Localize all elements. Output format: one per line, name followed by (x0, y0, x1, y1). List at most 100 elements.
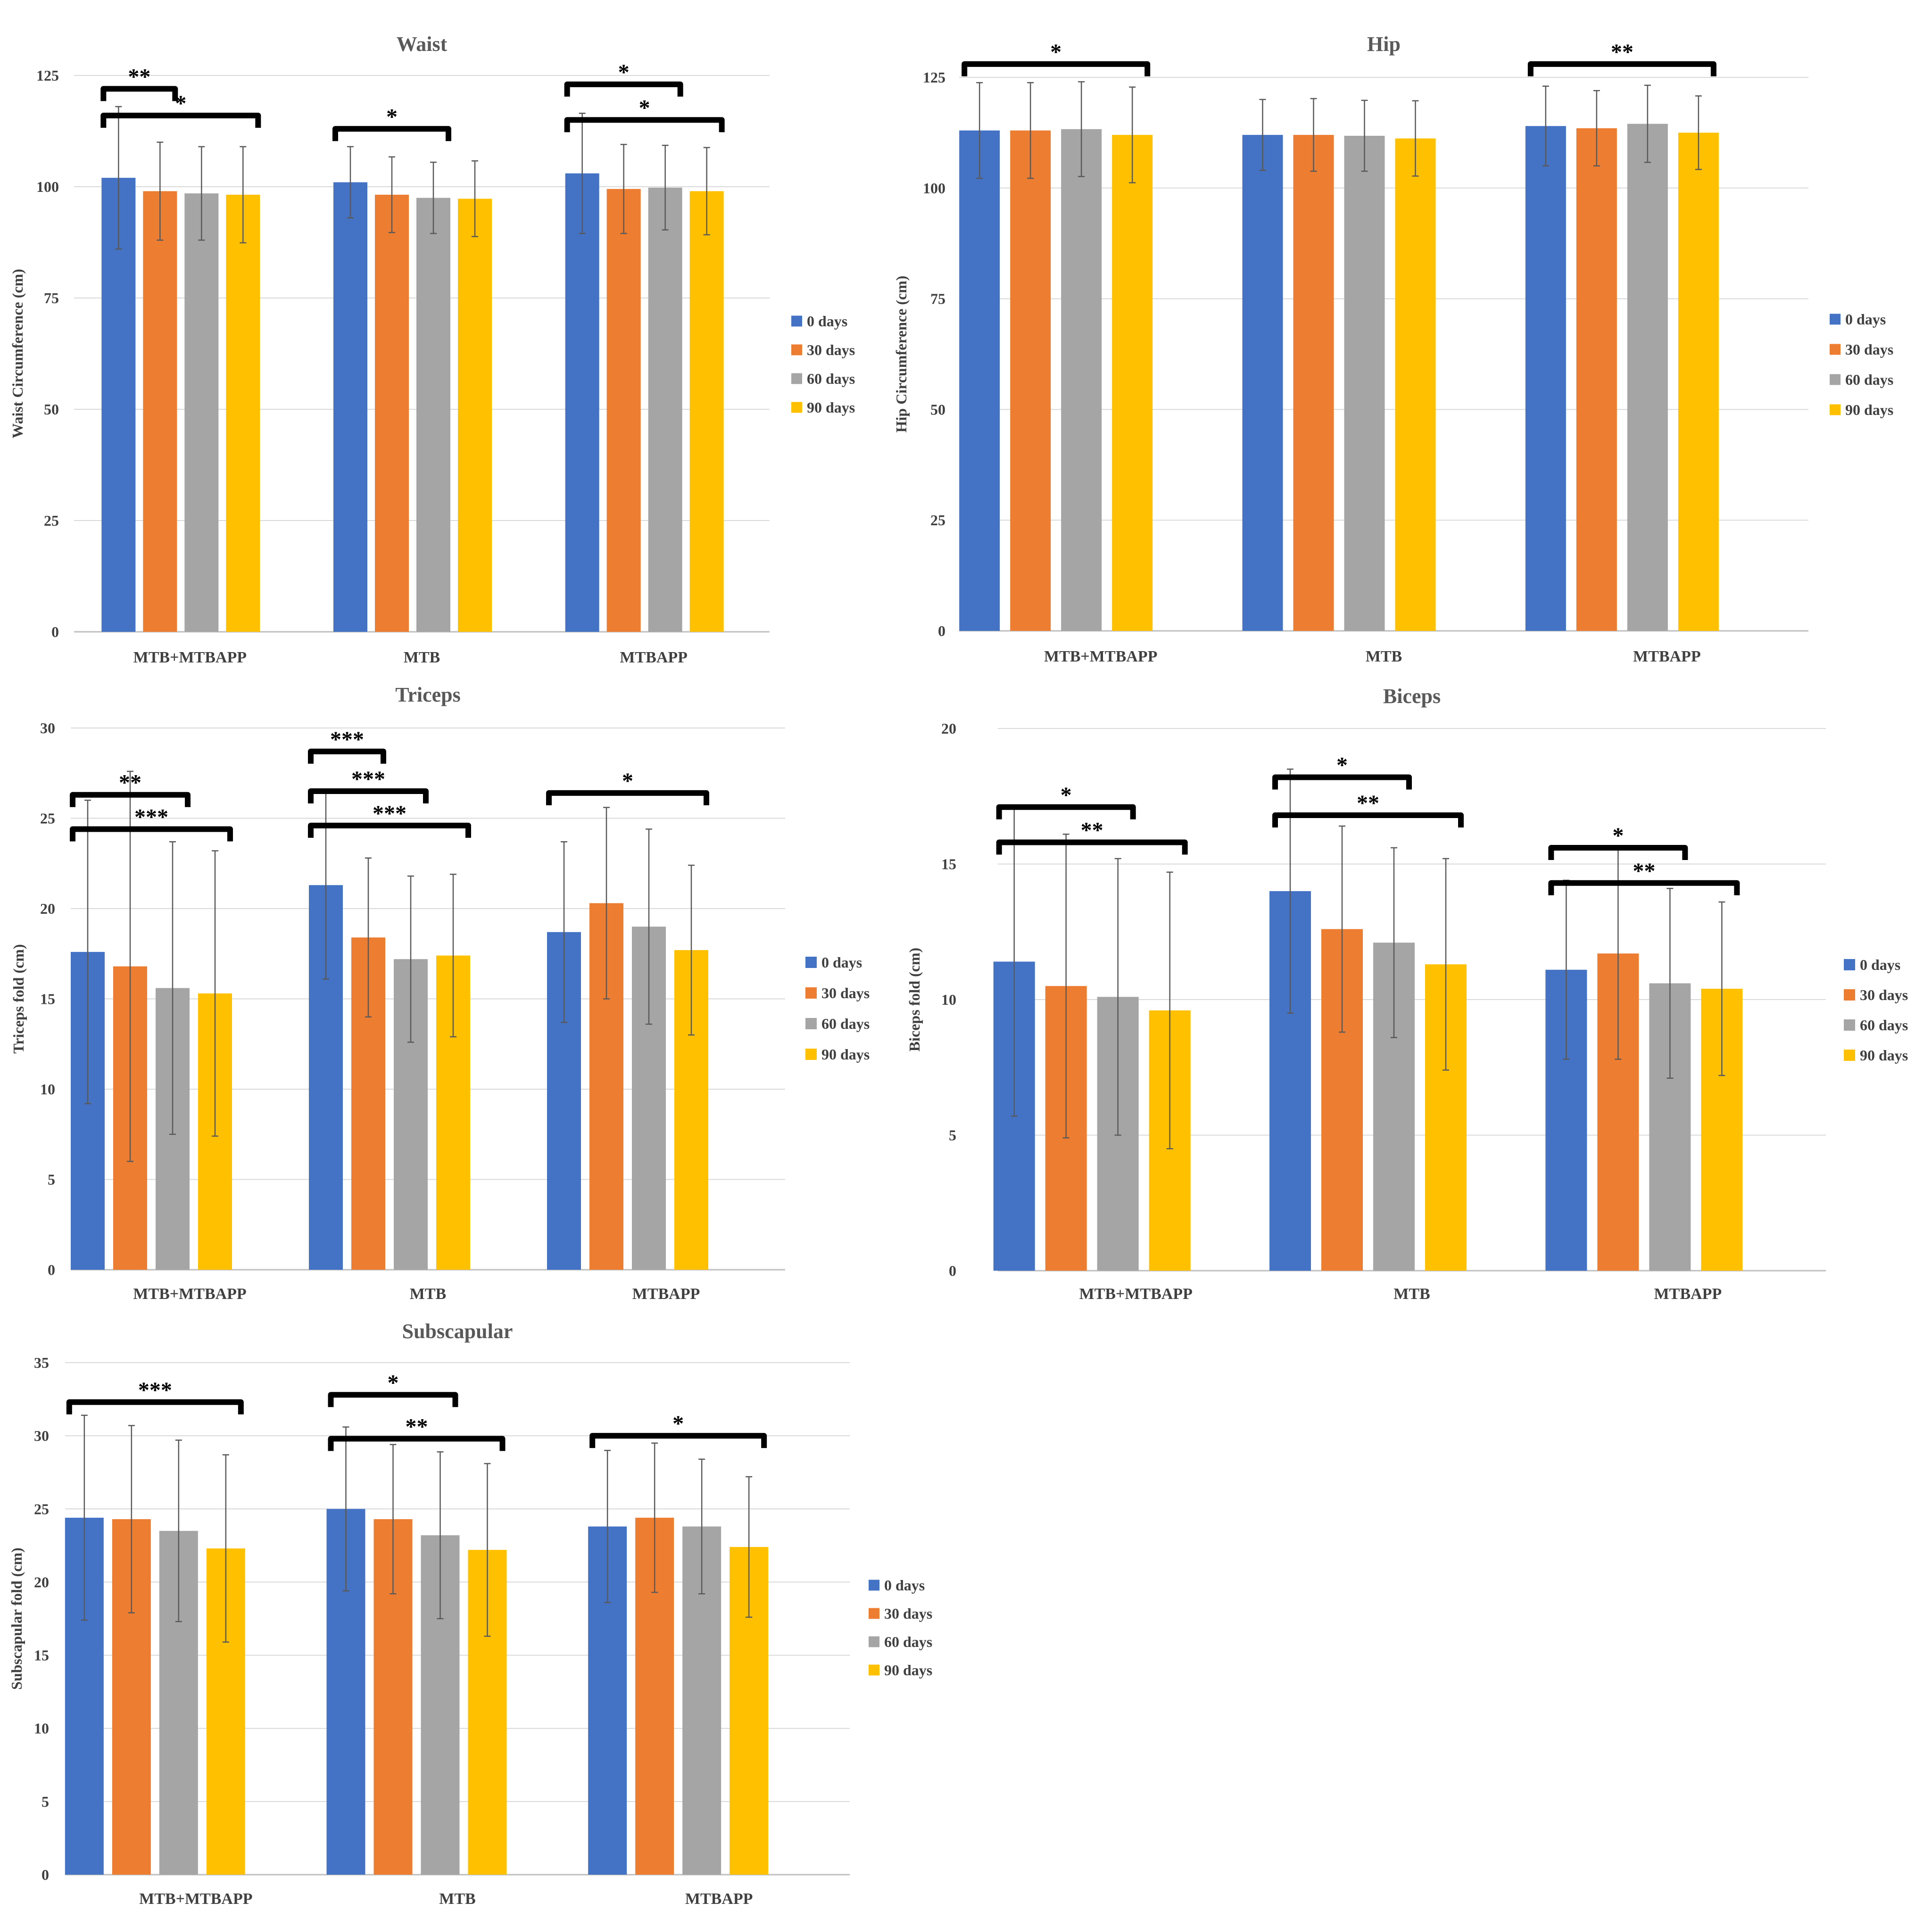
category-label: MTB+MTBAPP (1079, 1285, 1192, 1303)
category-label: MTB+MTBAPP (133, 649, 247, 666)
chart-title: Biceps (1383, 685, 1441, 708)
legend-label: 90 days (821, 1046, 870, 1063)
y-tick-label: 100 (923, 180, 945, 197)
bar-30-days (375, 194, 409, 632)
category-label: MTBAPP (632, 1285, 700, 1303)
y-tick-label: 30 (34, 1427, 49, 1444)
bar-60-days (416, 198, 450, 632)
legend-swatch (791, 344, 802, 356)
legend-swatch (869, 1636, 879, 1647)
legend-label: 60 days (1860, 1017, 1908, 1034)
legend-swatch (791, 315, 802, 327)
bar-0-days (1242, 135, 1283, 631)
legend-swatch (1844, 989, 1855, 1001)
chart-triceps: Triceps 0 5 10 15 20 25 30 Triceps fold (cm) MTB+… (10, 683, 870, 1303)
significance-label: ** (1611, 40, 1633, 65)
y-tick-label: 0 (51, 623, 59, 640)
significance-bracket (996, 804, 1136, 819)
legend-label: 30 days (1845, 341, 1893, 358)
y-tick-label: 20 (34, 1573, 49, 1590)
chart-biceps: Biceps 0 5 10 15 20 Biceps fold (cm) MTB+MTBAPP… (906, 685, 1908, 1303)
significance-label: ** (128, 64, 150, 89)
category-label: MTB (1393, 1285, 1430, 1303)
y-tick-label: 0 (48, 1261, 55, 1278)
significance-bracket (66, 1399, 244, 1414)
significance-bracket (308, 748, 386, 764)
y-tick-label: 75 (44, 290, 59, 306)
significance-label: ** (119, 770, 141, 795)
legend-swatch (869, 1608, 879, 1619)
significance-label: *** (134, 804, 168, 829)
legend-swatch (1830, 344, 1841, 355)
y-tick-label: 0 (41, 1866, 49, 1883)
legend-label: 0 days (884, 1577, 925, 1594)
significance-bracket (996, 839, 1188, 855)
significance-label: * (622, 769, 633, 794)
y-tick-label: 0 (938, 622, 945, 639)
significance-label: *** (351, 767, 385, 792)
y-axis-label: Hip Circumference (cm) (893, 276, 910, 433)
legend-swatch (1844, 1050, 1855, 1061)
significance-bracket (564, 117, 725, 132)
category-label: MTB (439, 1890, 475, 1908)
legend-label: 90 days (884, 1662, 932, 1679)
legend-label: 60 days (821, 1015, 870, 1032)
bar-90-days (458, 199, 492, 632)
y-tick-label: 5 (949, 1127, 956, 1144)
significance-label: ** (1357, 791, 1379, 816)
y-tick-label: 20 (40, 900, 55, 917)
legend-label: 0 days (1860, 956, 1900, 973)
significance-bracket (1272, 774, 1412, 790)
significance-label: * (672, 1411, 684, 1436)
y-tick-label: 50 (44, 401, 59, 418)
significance-label: * (386, 104, 398, 129)
chart-title: Hip (1367, 33, 1401, 56)
legend-swatch (805, 1049, 817, 1060)
y-axis-label: Waist Circumference (cm) (9, 269, 26, 438)
significance-label: * (1061, 783, 1072, 808)
significance-label: ** (406, 1414, 428, 1439)
y-tick-label: 0 (949, 1262, 956, 1279)
bar-0-days (101, 178, 136, 632)
significance-bracket (70, 826, 233, 842)
significance-label: * (1612, 823, 1624, 848)
legend-swatch (869, 1580, 879, 1591)
bar-30-days (143, 191, 177, 632)
significance-bracket (70, 792, 191, 807)
legend-label: 90 days (1860, 1047, 1908, 1064)
bar-0-days (1525, 126, 1566, 631)
legend-swatch (1844, 959, 1855, 970)
chart-title: Subscapular (402, 1320, 513, 1343)
legend-swatch (805, 957, 817, 968)
significance-label: * (1050, 40, 1061, 65)
bar-0-days (333, 182, 367, 632)
significance-label: *** (138, 1378, 172, 1403)
legend-label: 0 days (821, 954, 862, 971)
y-tick-label: 20 (941, 720, 956, 737)
bar-90-days (1112, 135, 1153, 631)
y-tick-label: 25 (930, 512, 945, 529)
category-label: MTBAPP (685, 1890, 753, 1908)
significance-label: * (175, 91, 186, 116)
bar-30-days (1576, 128, 1617, 631)
y-tick-label: 125 (36, 67, 59, 84)
significance-bracket (564, 81, 683, 97)
legend-label: 30 days (884, 1605, 932, 1622)
y-axis-label: Subscapular fold (cm) (8, 1547, 25, 1690)
chart-hip: Hip 0 25 50 75 100 125 Hip Circumference (cm) MT… (893, 33, 1893, 665)
legend-label: 0 days (807, 313, 847, 330)
significance-label: * (639, 95, 650, 120)
bar-90-days (226, 194, 260, 632)
y-tick-label: 25 (34, 1500, 49, 1517)
legend-swatch (791, 402, 802, 413)
legend-label: 90 days (1845, 401, 1893, 418)
significance-bracket (1527, 61, 1716, 76)
legend-label: 30 days (821, 984, 870, 1001)
bar-60-days (1627, 124, 1668, 631)
bar-30-days (606, 189, 641, 632)
y-tick-label: 5 (48, 1171, 55, 1188)
category-label: MTB (410, 1285, 446, 1303)
category-label: MTBAPP (1654, 1285, 1722, 1303)
bar-30-days (1293, 135, 1334, 631)
